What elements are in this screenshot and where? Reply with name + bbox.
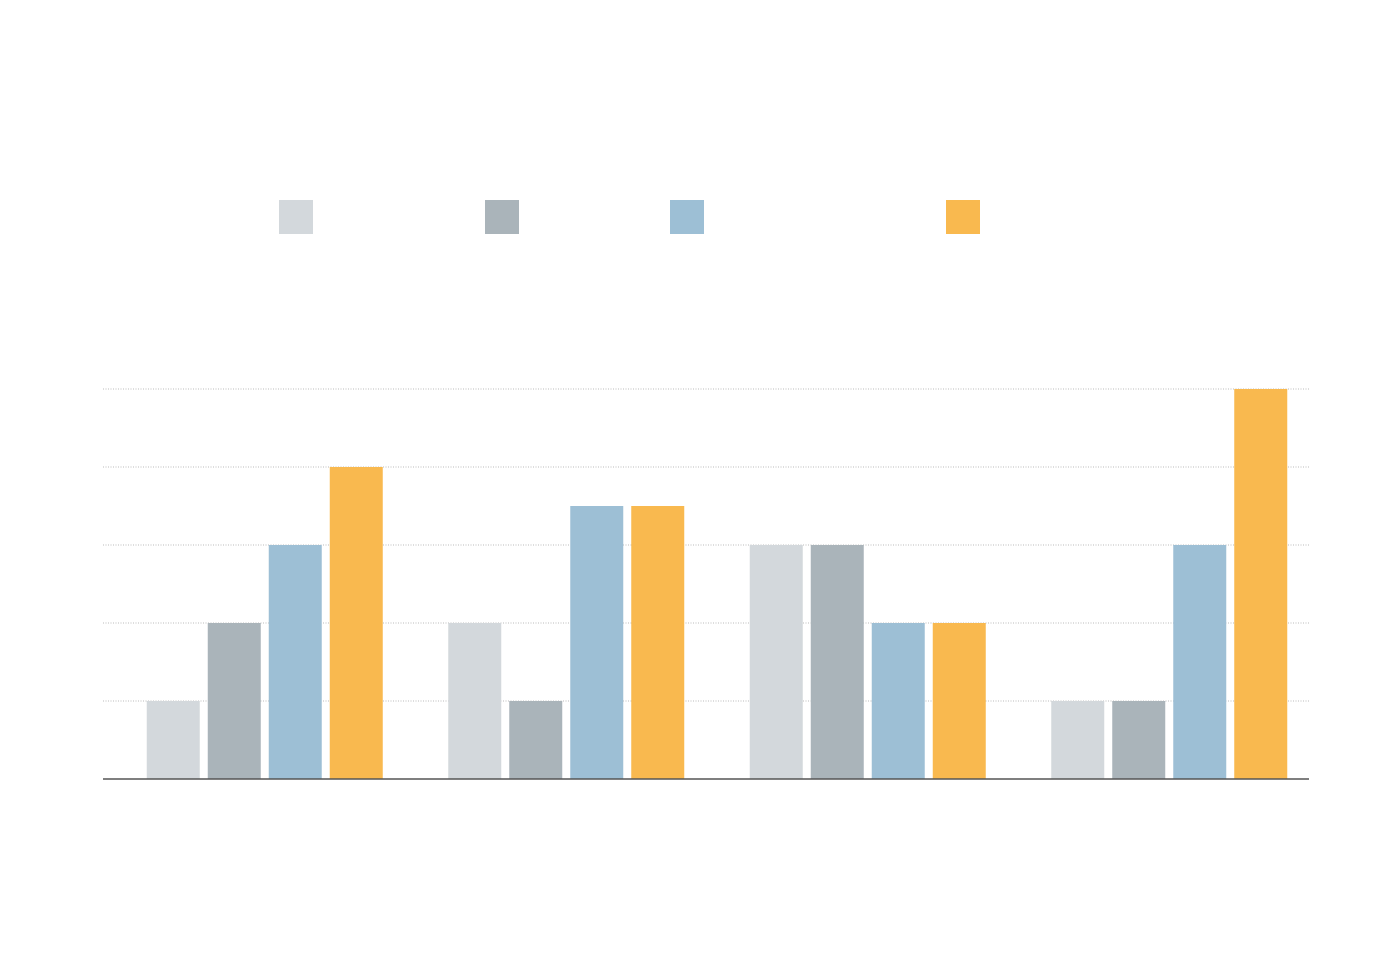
bar	[1173, 545, 1227, 779]
legend-swatch	[279, 200, 313, 234]
bar	[268, 545, 322, 779]
bar	[1051, 701, 1105, 779]
legend-swatch	[946, 200, 980, 234]
bar	[146, 701, 200, 779]
bar	[932, 623, 986, 779]
bar	[1234, 389, 1288, 779]
bar	[448, 623, 502, 779]
bar	[207, 623, 261, 779]
bar	[329, 467, 383, 779]
bar	[749, 545, 803, 779]
bar	[871, 623, 925, 779]
bar	[570, 506, 624, 779]
legend-swatch	[485, 200, 519, 234]
bar	[810, 545, 864, 779]
bar	[1112, 701, 1166, 779]
legend-swatch	[670, 200, 704, 234]
bar	[631, 506, 685, 779]
bar	[509, 701, 563, 779]
